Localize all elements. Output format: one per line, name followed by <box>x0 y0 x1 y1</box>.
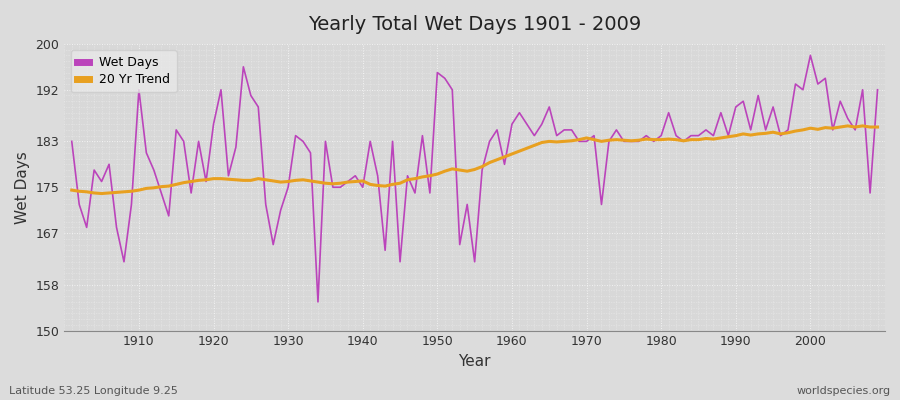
20 Yr Trend <box>872 125 883 130</box>
Wet Days <box>805 53 815 58</box>
Y-axis label: Wet Days: Wet Days <box>15 151 30 224</box>
X-axis label: Year: Year <box>458 354 491 369</box>
Wet Days <box>312 300 323 304</box>
Wet Days <box>290 133 301 138</box>
Wet Days <box>342 179 353 184</box>
Wet Days <box>126 202 137 207</box>
Wet Days <box>514 110 525 115</box>
20 Yr Trend <box>96 191 107 196</box>
Wet Days <box>67 139 77 144</box>
Wet Days <box>507 122 517 126</box>
20 Yr Trend <box>342 180 353 184</box>
Wet Days <box>604 139 615 144</box>
20 Yr Trend <box>67 188 77 192</box>
Line: Wet Days: Wet Days <box>72 55 878 302</box>
20 Yr Trend <box>507 152 517 156</box>
20 Yr Trend <box>604 138 615 143</box>
20 Yr Trend <box>842 124 853 128</box>
Text: worldspecies.org: worldspecies.org <box>796 386 891 396</box>
Legend: Wet Days, 20 Yr Trend: Wet Days, 20 Yr Trend <box>70 50 176 92</box>
Text: Latitude 53.25 Longitude 9.25: Latitude 53.25 Longitude 9.25 <box>9 386 178 396</box>
Title: Yearly Total Wet Days 1901 - 2009: Yearly Total Wet Days 1901 - 2009 <box>308 15 642 34</box>
Line: 20 Yr Trend: 20 Yr Trend <box>72 126 878 194</box>
20 Yr Trend <box>298 177 309 182</box>
20 Yr Trend <box>133 188 144 192</box>
Wet Days <box>872 87 883 92</box>
20 Yr Trend <box>514 149 525 154</box>
